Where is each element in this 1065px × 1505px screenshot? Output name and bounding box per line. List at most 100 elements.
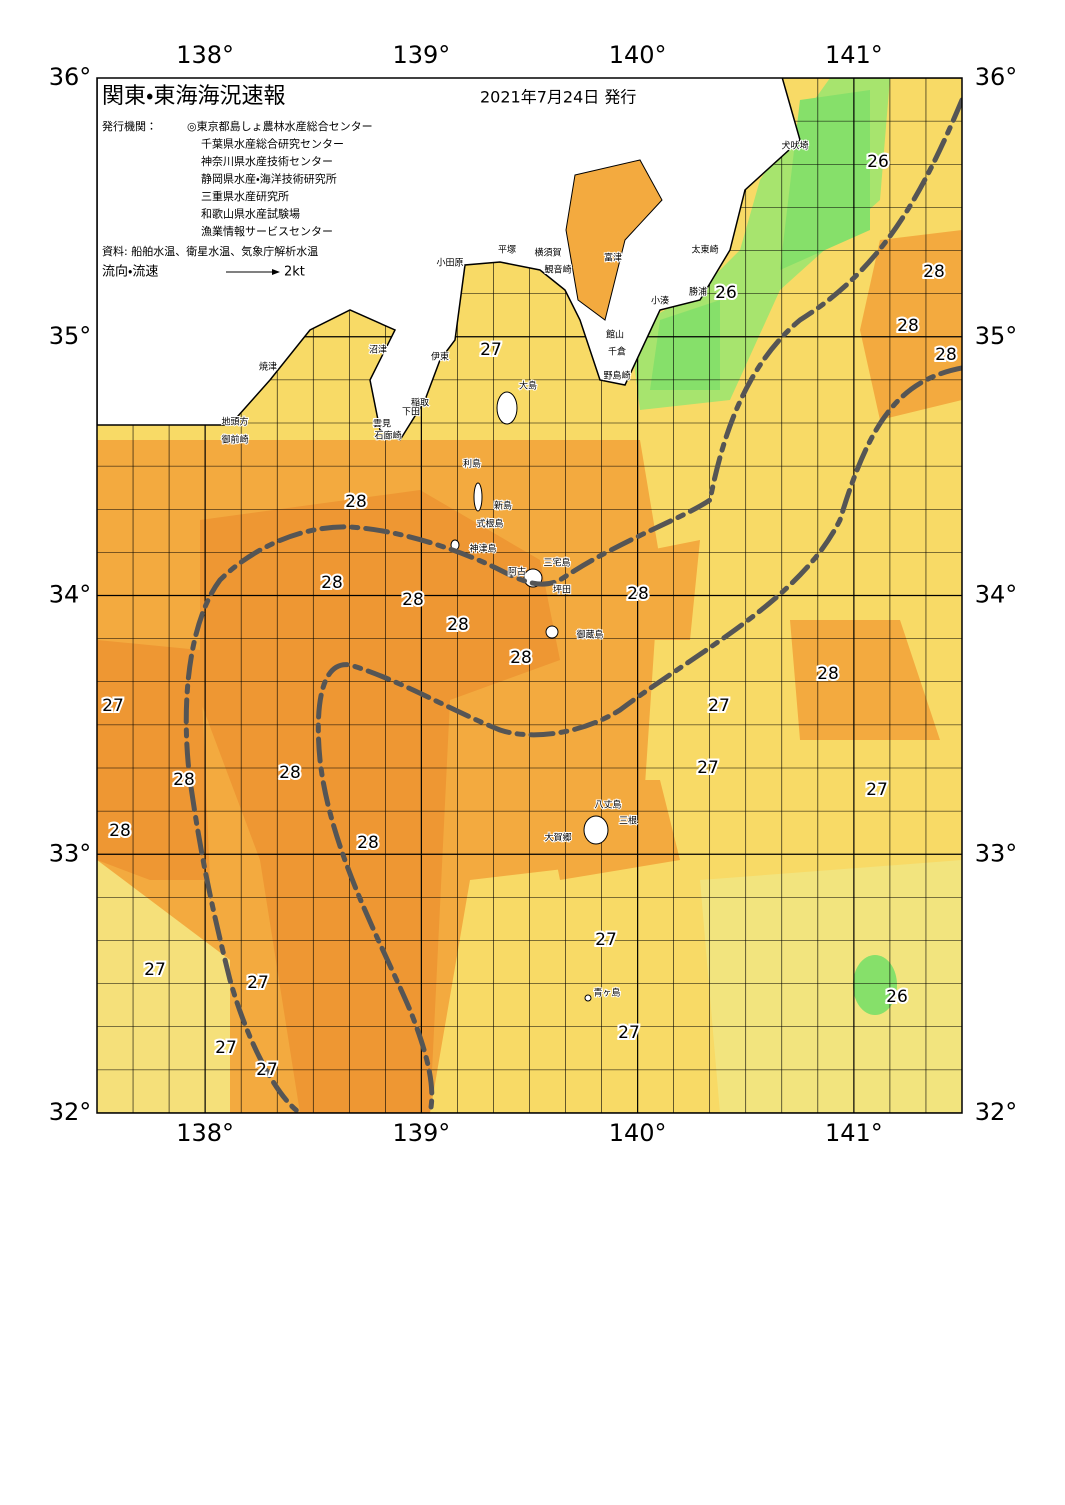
- sea-green-dark: [780, 90, 870, 270]
- place-name: 稲取: [411, 397, 429, 409]
- temperature-label: 26: [715, 283, 737, 303]
- temperature-label: 26: [886, 987, 908, 1007]
- temperature-label: 28: [923, 262, 945, 282]
- place-name: 小田原: [436, 258, 463, 269]
- current-legend-label: 流向・流速: [102, 264, 158, 280]
- sea-orange: [790, 620, 940, 740]
- place-name: 三宅島: [543, 557, 570, 569]
- agencies-label: 発行機関：: [102, 119, 157, 133]
- sea-green-dark: [650, 300, 720, 390]
- temperature-label: 28: [109, 821, 131, 841]
- latitude-label-right: 36°: [975, 63, 1018, 91]
- latitude-label-left: 32°: [49, 1098, 92, 1126]
- longitude-label-bottom: 141°: [825, 1119, 883, 1147]
- latitude-label-left: 33°: [49, 839, 92, 867]
- temperature-label: 27: [144, 960, 166, 980]
- temperature-label: 27: [256, 1060, 278, 1080]
- sea-surface: [97, 78, 962, 1113]
- place-name: 横須賀: [534, 247, 561, 259]
- temperature-label: 27: [618, 1023, 640, 1043]
- temperature-label: 28: [897, 316, 919, 336]
- longitude-label-bottom: 139°: [392, 1119, 450, 1147]
- place-name: 八丈島: [594, 799, 621, 811]
- place-name: 館山: [606, 329, 624, 341]
- current-axis: [183, 97, 962, 1113]
- agency: 静岡県水産・海洋技術研究所: [201, 172, 337, 186]
- agency: ◎東京都島しょ農林水産総合センター: [187, 119, 373, 133]
- latitude-label-right: 35°: [975, 322, 1018, 350]
- temperature-label: 27: [595, 930, 617, 950]
- place-name: 太東崎: [691, 244, 718, 256]
- place-name: 勝浦: [689, 286, 707, 298]
- longitude-label-top: 141°: [825, 41, 883, 69]
- place-name: 沼津: [369, 345, 387, 356]
- temperature-label: 27: [215, 1038, 237, 1058]
- place-name: 阿古: [508, 566, 526, 578]
- temperature-label: 28: [817, 664, 839, 684]
- place-name: 観音崎: [544, 264, 571, 276]
- place-name: 犬吠埼: [781, 140, 808, 152]
- issue-date: 2021年7月24日 発行: [480, 88, 636, 107]
- temperature-label: 27: [708, 696, 730, 716]
- agency: 神奈川県水産技術センター: [201, 154, 333, 168]
- longitude-label-bottom: 138°: [176, 1119, 234, 1147]
- agency: 和歌山県水産試験場: [201, 207, 300, 221]
- place-name: 野島崎: [603, 370, 630, 382]
- sea-light-yellow: [97, 860, 230, 1113]
- sea-green-dark: [853, 955, 897, 1015]
- place-name: 新島: [494, 500, 512, 512]
- place-name: 利島: [463, 458, 481, 470]
- temperature-label: 27: [480, 340, 502, 360]
- temperature-label: 28: [279, 763, 301, 783]
- temperature-label: 28: [173, 770, 195, 790]
- latitude-label-right: 32°: [975, 1098, 1018, 1126]
- temperature-label: 28: [321, 573, 343, 593]
- latitude-label-left: 34°: [49, 581, 92, 609]
- longitude-label-top: 140°: [609, 41, 667, 69]
- place-name: 御前崎: [221, 434, 248, 446]
- islands: [450, 391, 609, 1002]
- place-name: 坪田: [553, 585, 571, 596]
- sea-orange: [600, 540, 700, 640]
- place-name: 千倉: [608, 347, 626, 358]
- longitude-label-bottom: 140°: [609, 1119, 667, 1147]
- agency: 千葉県水産総合研究センター: [201, 137, 344, 151]
- temperature-label: 28: [935, 345, 957, 365]
- latitude-label-right: 33°: [975, 839, 1018, 867]
- longitude-label-top: 139°: [392, 41, 450, 69]
- place-name: 式根島: [476, 518, 503, 530]
- place-name: 御蔵島: [576, 629, 603, 641]
- temperature-label: 27: [697, 758, 719, 778]
- place-name: 雲見: [373, 419, 391, 430]
- temperature-label: 28: [345, 492, 367, 512]
- place-name: 焼津: [259, 362, 277, 373]
- place-name: 平塚: [498, 245, 516, 256]
- data-source: 資料: 船舶水温、衛星水温、気象庁解析水温: [102, 244, 318, 258]
- temperature-label: 28: [627, 584, 649, 604]
- latitude-label-left: 35°: [49, 322, 92, 350]
- temperature-label: 28: [402, 590, 424, 610]
- map-frame: [96, 77, 963, 1114]
- place-name: 小湊: [651, 295, 669, 307]
- place-name: 地頭方: [221, 416, 248, 428]
- temperature-label: 26: [867, 152, 889, 172]
- place-name: 伊東: [431, 351, 449, 363]
- temperature-label: 28: [510, 648, 532, 668]
- labels: 関東・東海海況速報 2021年7月24日 発行 発行機関： 資料: 船舶水温、衛…: [49, 41, 1018, 1147]
- title: 関東・東海海況速報: [102, 84, 285, 109]
- temperature-label: 27: [866, 780, 888, 800]
- place-name: 富津: [604, 252, 622, 264]
- current-legend-arrowhead: [272, 269, 280, 275]
- place-name: 大島: [519, 380, 537, 392]
- temperature-label: 27: [102, 696, 124, 716]
- agency: 漁業情報サービスセンター: [201, 224, 333, 238]
- sea-orange: [540, 780, 680, 880]
- place-name: 青ヶ島: [593, 987, 620, 999]
- tokyo-bay: [565, 159, 663, 321]
- place-name: 大賀郷: [544, 832, 571, 844]
- place-name: 石廊崎: [374, 430, 401, 442]
- longitude-label-top: 138°: [176, 41, 234, 69]
- current-legend-scale: 2kt: [284, 265, 305, 280]
- agency: 三重県水産研究所: [201, 189, 289, 203]
